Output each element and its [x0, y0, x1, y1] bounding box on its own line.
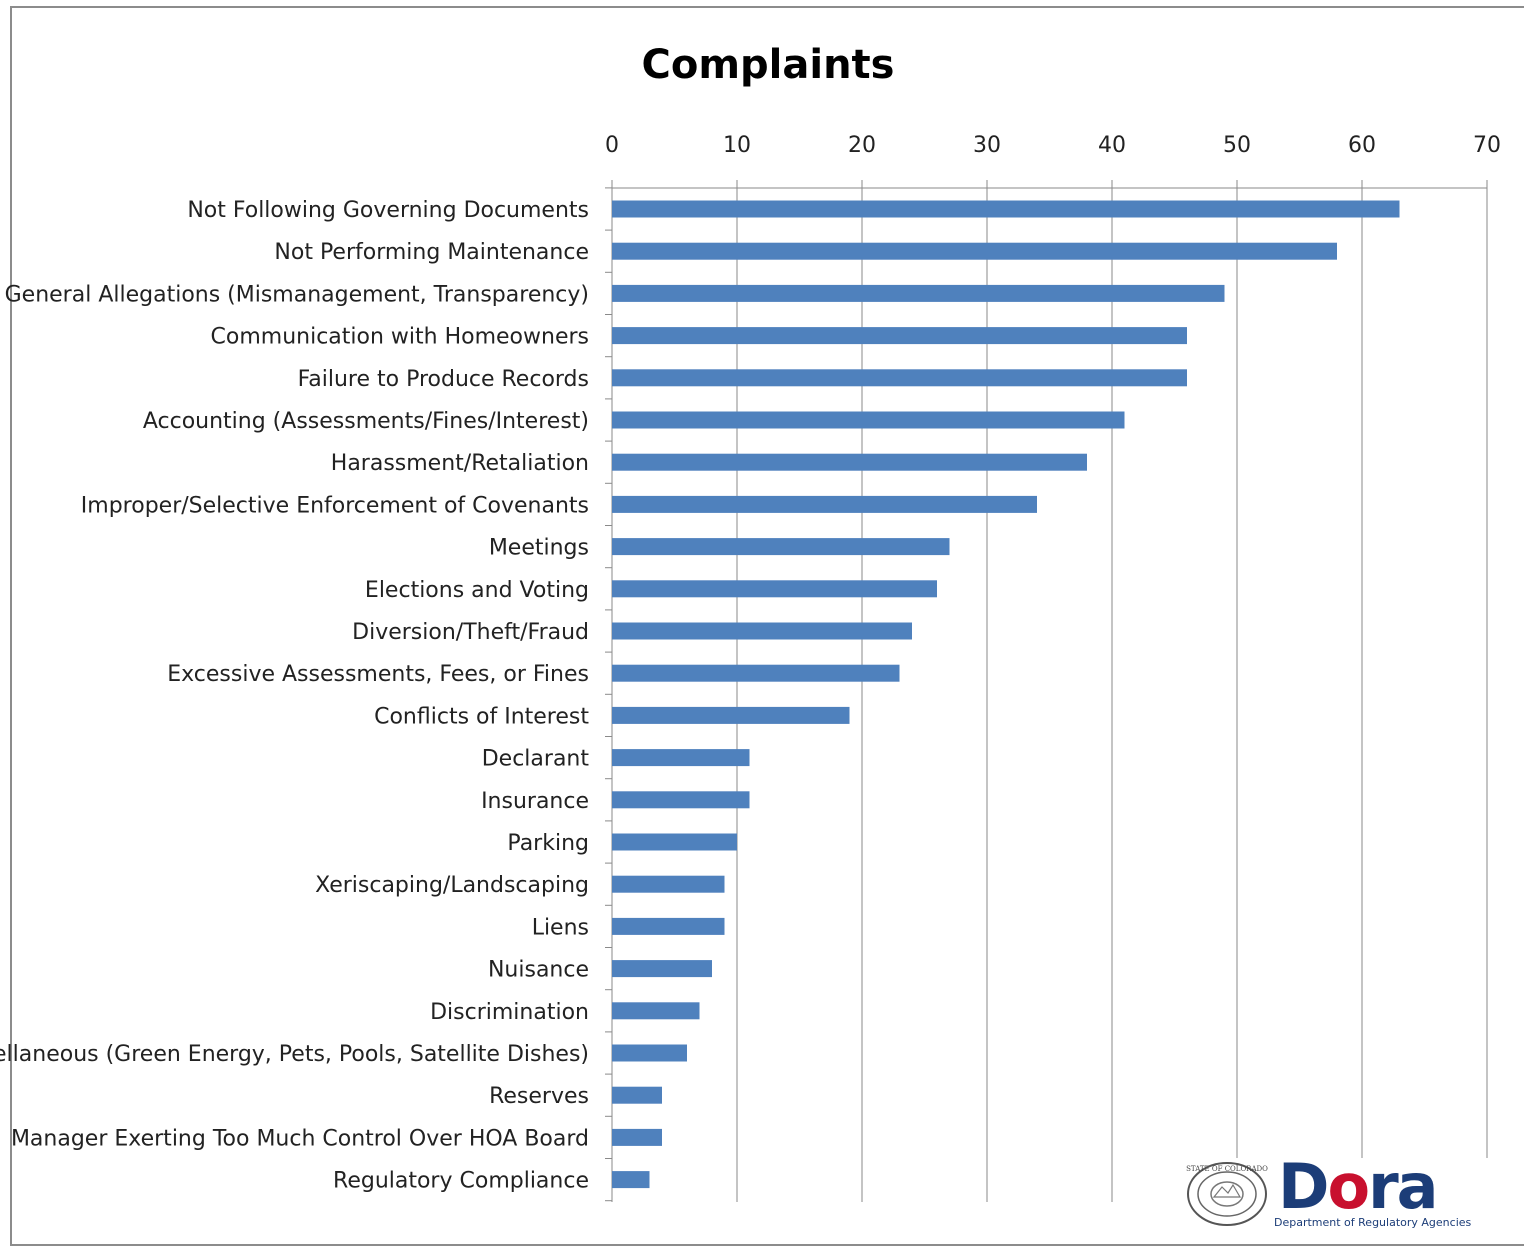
category-label: Discrimination: [430, 1000, 589, 1025]
chart-title: Complaints: [642, 42, 895, 88]
category-label: Nuisance: [488, 958, 589, 983]
category-label: Improper/Selective Enforcement of Covena…: [81, 493, 589, 518]
bar: [612, 1086, 662, 1104]
bar: [612, 833, 737, 851]
x-axis-ticks: 0 10 20 30 40 50 60 70: [605, 133, 1501, 158]
x-tick-label: 0: [605, 133, 619, 158]
bar: [612, 749, 750, 767]
category-labels: Not Following Governing Documents Not Per…: [0, 198, 589, 1194]
bar: [612, 580, 937, 598]
dora-logo: STATE OF COLORADO Dora Department of Reg…: [1182, 1152, 1502, 1229]
category-label: Miscellaneous (Green Energy, Pets, Pools…: [0, 1042, 589, 1067]
x-tick-label: 20: [848, 133, 876, 158]
category-label: Failure to Produce Records: [298, 367, 589, 392]
bar: [612, 538, 950, 556]
bar: [612, 411, 1125, 429]
x-tick-label: 40: [1098, 133, 1126, 158]
bar: [612, 495, 1037, 513]
dora-wordmark-text: Dora: [1278, 1150, 1438, 1223]
category-label: Meetings: [489, 536, 589, 561]
grid-lines: [605, 180, 1488, 1202]
category-label: Regulatory Compliance: [333, 1169, 589, 1194]
category-label: Not Performing Maintenance: [274, 240, 589, 265]
bar: [612, 1128, 662, 1146]
bar: [612, 284, 1225, 302]
category-label: Excessive Assessments, Fees, or Fines: [167, 662, 589, 687]
x-tick-label: 50: [1223, 133, 1251, 158]
bar: [612, 369, 1187, 387]
category-label: Parking: [507, 831, 589, 856]
bar: [612, 1171, 650, 1189]
category-label: Manager Exerting Too Much Control Over H…: [11, 1126, 589, 1151]
bar: [612, 327, 1187, 345]
bar: [612, 1002, 700, 1020]
x-tick-label: 70: [1473, 133, 1501, 158]
x-tick-label: 30: [973, 133, 1001, 158]
bar: [612, 1044, 687, 1062]
category-label: Harassment/Retaliation: [331, 451, 589, 476]
bar: [612, 917, 725, 935]
x-tick-label: 10: [723, 133, 751, 158]
bar: [612, 960, 712, 978]
bar: [612, 706, 850, 724]
category-label: Conflicts of Interest: [374, 704, 589, 729]
dora-subtitle: Department of Regulatory Agencies: [1274, 1216, 1472, 1229]
bar: [612, 453, 1087, 471]
bar: [612, 664, 900, 682]
category-label: Reserves: [489, 1084, 589, 1109]
category-label: Declarant: [482, 747, 590, 772]
category-label: Not Following Governing Documents: [187, 198, 589, 223]
category-label: Elections and Voting: [365, 578, 589, 603]
x-tick-label: 60: [1348, 133, 1376, 158]
bar: [612, 242, 1337, 260]
bar: [612, 875, 725, 893]
category-label: Xeriscaping/Landscaping: [315, 873, 589, 898]
dora-wordmark: Dora: [1278, 1150, 1438, 1223]
bar: [612, 622, 912, 640]
category-label: Diversion/Theft/Fraud: [352, 620, 589, 645]
category-label: Insurance: [481, 789, 589, 814]
bar: [612, 791, 750, 809]
bars: [612, 200, 1400, 1189]
seal-text: STATE OF COLORADO: [1186, 1165, 1268, 1173]
category-label: Communication with Homeowners: [211, 325, 589, 350]
category-label: Accounting (Assessments/Fines/Interest): [143, 409, 589, 434]
category-label: Liens: [532, 915, 589, 940]
bar: [612, 200, 1400, 218]
category-label: General Allegations (Mismanagement, Tran…: [5, 282, 589, 307]
colorado-seal-icon: STATE OF COLORADO: [1186, 1162, 1268, 1226]
